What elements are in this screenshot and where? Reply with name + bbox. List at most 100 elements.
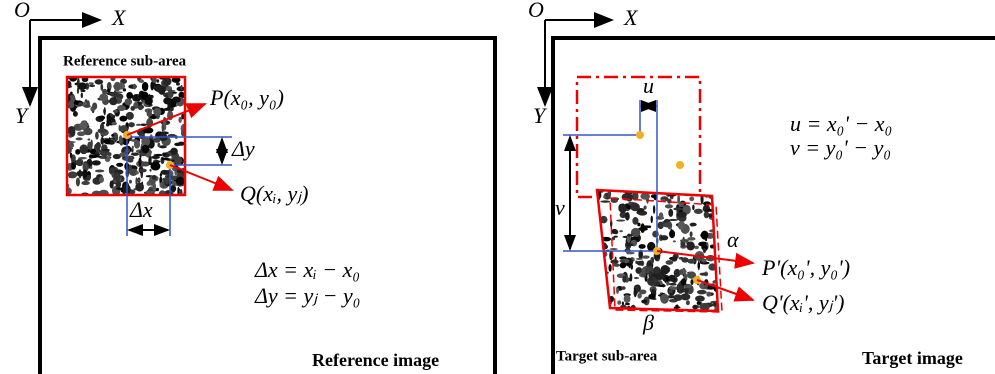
speckle-dot xyxy=(607,309,611,315)
speckle-dot xyxy=(161,158,170,161)
speckle-dot xyxy=(666,276,669,281)
speckle-dot xyxy=(692,205,694,211)
speckle-dot xyxy=(609,248,617,250)
speckle-dot xyxy=(679,270,683,275)
speckle-dot xyxy=(695,296,705,302)
speckle-dot xyxy=(721,210,728,217)
speckle-dot xyxy=(669,283,677,286)
speckle-dot xyxy=(625,212,630,221)
speckle-dot xyxy=(148,157,150,165)
speckle-dot xyxy=(673,240,676,242)
speckle-dot xyxy=(130,106,135,111)
speckle-dot xyxy=(161,157,165,165)
speckle-dot xyxy=(165,180,168,185)
speckle-dot xyxy=(651,216,653,224)
speckle-dot xyxy=(150,81,154,90)
speckle-dot xyxy=(171,185,176,192)
speckle-dot xyxy=(713,302,717,307)
label: P'(x₀', y₀') xyxy=(761,255,850,280)
speckle-dot xyxy=(690,231,693,237)
speckle-dot xyxy=(89,82,94,84)
speckle-dot xyxy=(595,259,599,262)
speckle-dot xyxy=(152,175,157,180)
speckle-dot xyxy=(76,137,83,140)
speckle-dot xyxy=(692,185,699,187)
speckle-dot xyxy=(704,211,710,218)
speckle-dot xyxy=(163,97,171,104)
speckle-dot xyxy=(155,160,161,162)
speckle-dot xyxy=(99,116,105,120)
equation: Δx = xᵢ − x₀ xyxy=(254,257,360,282)
speckle-dot xyxy=(668,209,673,217)
speckle-dot xyxy=(596,264,599,273)
speckle-dot xyxy=(678,183,687,189)
speckle-dot xyxy=(599,257,602,259)
speckle-dot xyxy=(630,273,633,281)
speckle-dot xyxy=(599,311,607,318)
speckle-dot xyxy=(168,89,174,98)
speckle-dot xyxy=(134,140,140,149)
speckle-dot xyxy=(709,184,718,188)
speckle-dot xyxy=(620,262,626,268)
speckle-dot xyxy=(176,177,185,186)
speckle-dot xyxy=(719,241,723,250)
speckle-dot xyxy=(131,153,139,156)
speckle-dot xyxy=(649,271,652,281)
label: Reference image xyxy=(312,350,439,370)
label: α xyxy=(727,227,739,252)
speckle-dot xyxy=(697,290,707,295)
speckle-dot xyxy=(73,111,78,117)
speckle-dot xyxy=(619,230,623,232)
label: X xyxy=(623,5,639,30)
speckle-dot xyxy=(690,184,700,186)
speckle-dot xyxy=(673,207,683,210)
speckle-dot xyxy=(110,181,114,189)
speckle-dot xyxy=(136,124,142,126)
speckle-dot xyxy=(642,255,650,258)
speckle-dot xyxy=(683,185,689,188)
speckle-dot xyxy=(590,202,597,205)
point xyxy=(676,161,684,169)
speckle-dot xyxy=(587,276,594,286)
speckle-dot xyxy=(102,149,110,152)
speckle-dot xyxy=(600,200,610,202)
speckle-dot xyxy=(625,303,630,305)
speckle-dot xyxy=(178,117,181,123)
speckle-dot xyxy=(616,287,619,294)
speckle-dot xyxy=(625,182,632,190)
speckle-dot xyxy=(668,275,675,282)
speckle-dot xyxy=(594,208,598,212)
speckle-dot xyxy=(592,260,596,268)
speckle-dot xyxy=(653,266,660,274)
label: β xyxy=(642,310,654,335)
speckle-dot xyxy=(622,276,626,283)
speckle-dot xyxy=(138,179,141,181)
speckle-dot xyxy=(692,305,697,310)
speckle-dot xyxy=(661,265,670,274)
speckle-dot xyxy=(126,92,133,99)
label: P(x₀, y₀) xyxy=(209,85,284,110)
label: v xyxy=(555,195,565,220)
label: Q(xᵢ, yⱼ) xyxy=(240,181,308,206)
speckle-dot xyxy=(595,299,603,308)
speckle-dot xyxy=(113,110,118,113)
speckle-dot xyxy=(648,294,656,300)
speckle-dot xyxy=(659,212,664,219)
speckle-dot xyxy=(627,252,635,255)
speckle-dot xyxy=(608,264,611,272)
speckle-dot xyxy=(694,209,703,214)
label: Δx xyxy=(129,197,153,222)
speckle-dot xyxy=(109,97,117,105)
speckle-dot xyxy=(92,160,101,165)
speckle-dot xyxy=(152,183,156,193)
speckle-dot xyxy=(590,313,597,316)
speckle-dot xyxy=(630,203,640,211)
label: Target image xyxy=(862,348,963,368)
speckle-dot xyxy=(656,274,664,280)
speckle-dot xyxy=(174,143,181,147)
speckle-dot xyxy=(110,92,120,97)
speckle-dot xyxy=(172,97,181,103)
speckle-dot xyxy=(598,280,605,283)
speckle-dot xyxy=(117,105,126,111)
label: O xyxy=(14,0,30,22)
